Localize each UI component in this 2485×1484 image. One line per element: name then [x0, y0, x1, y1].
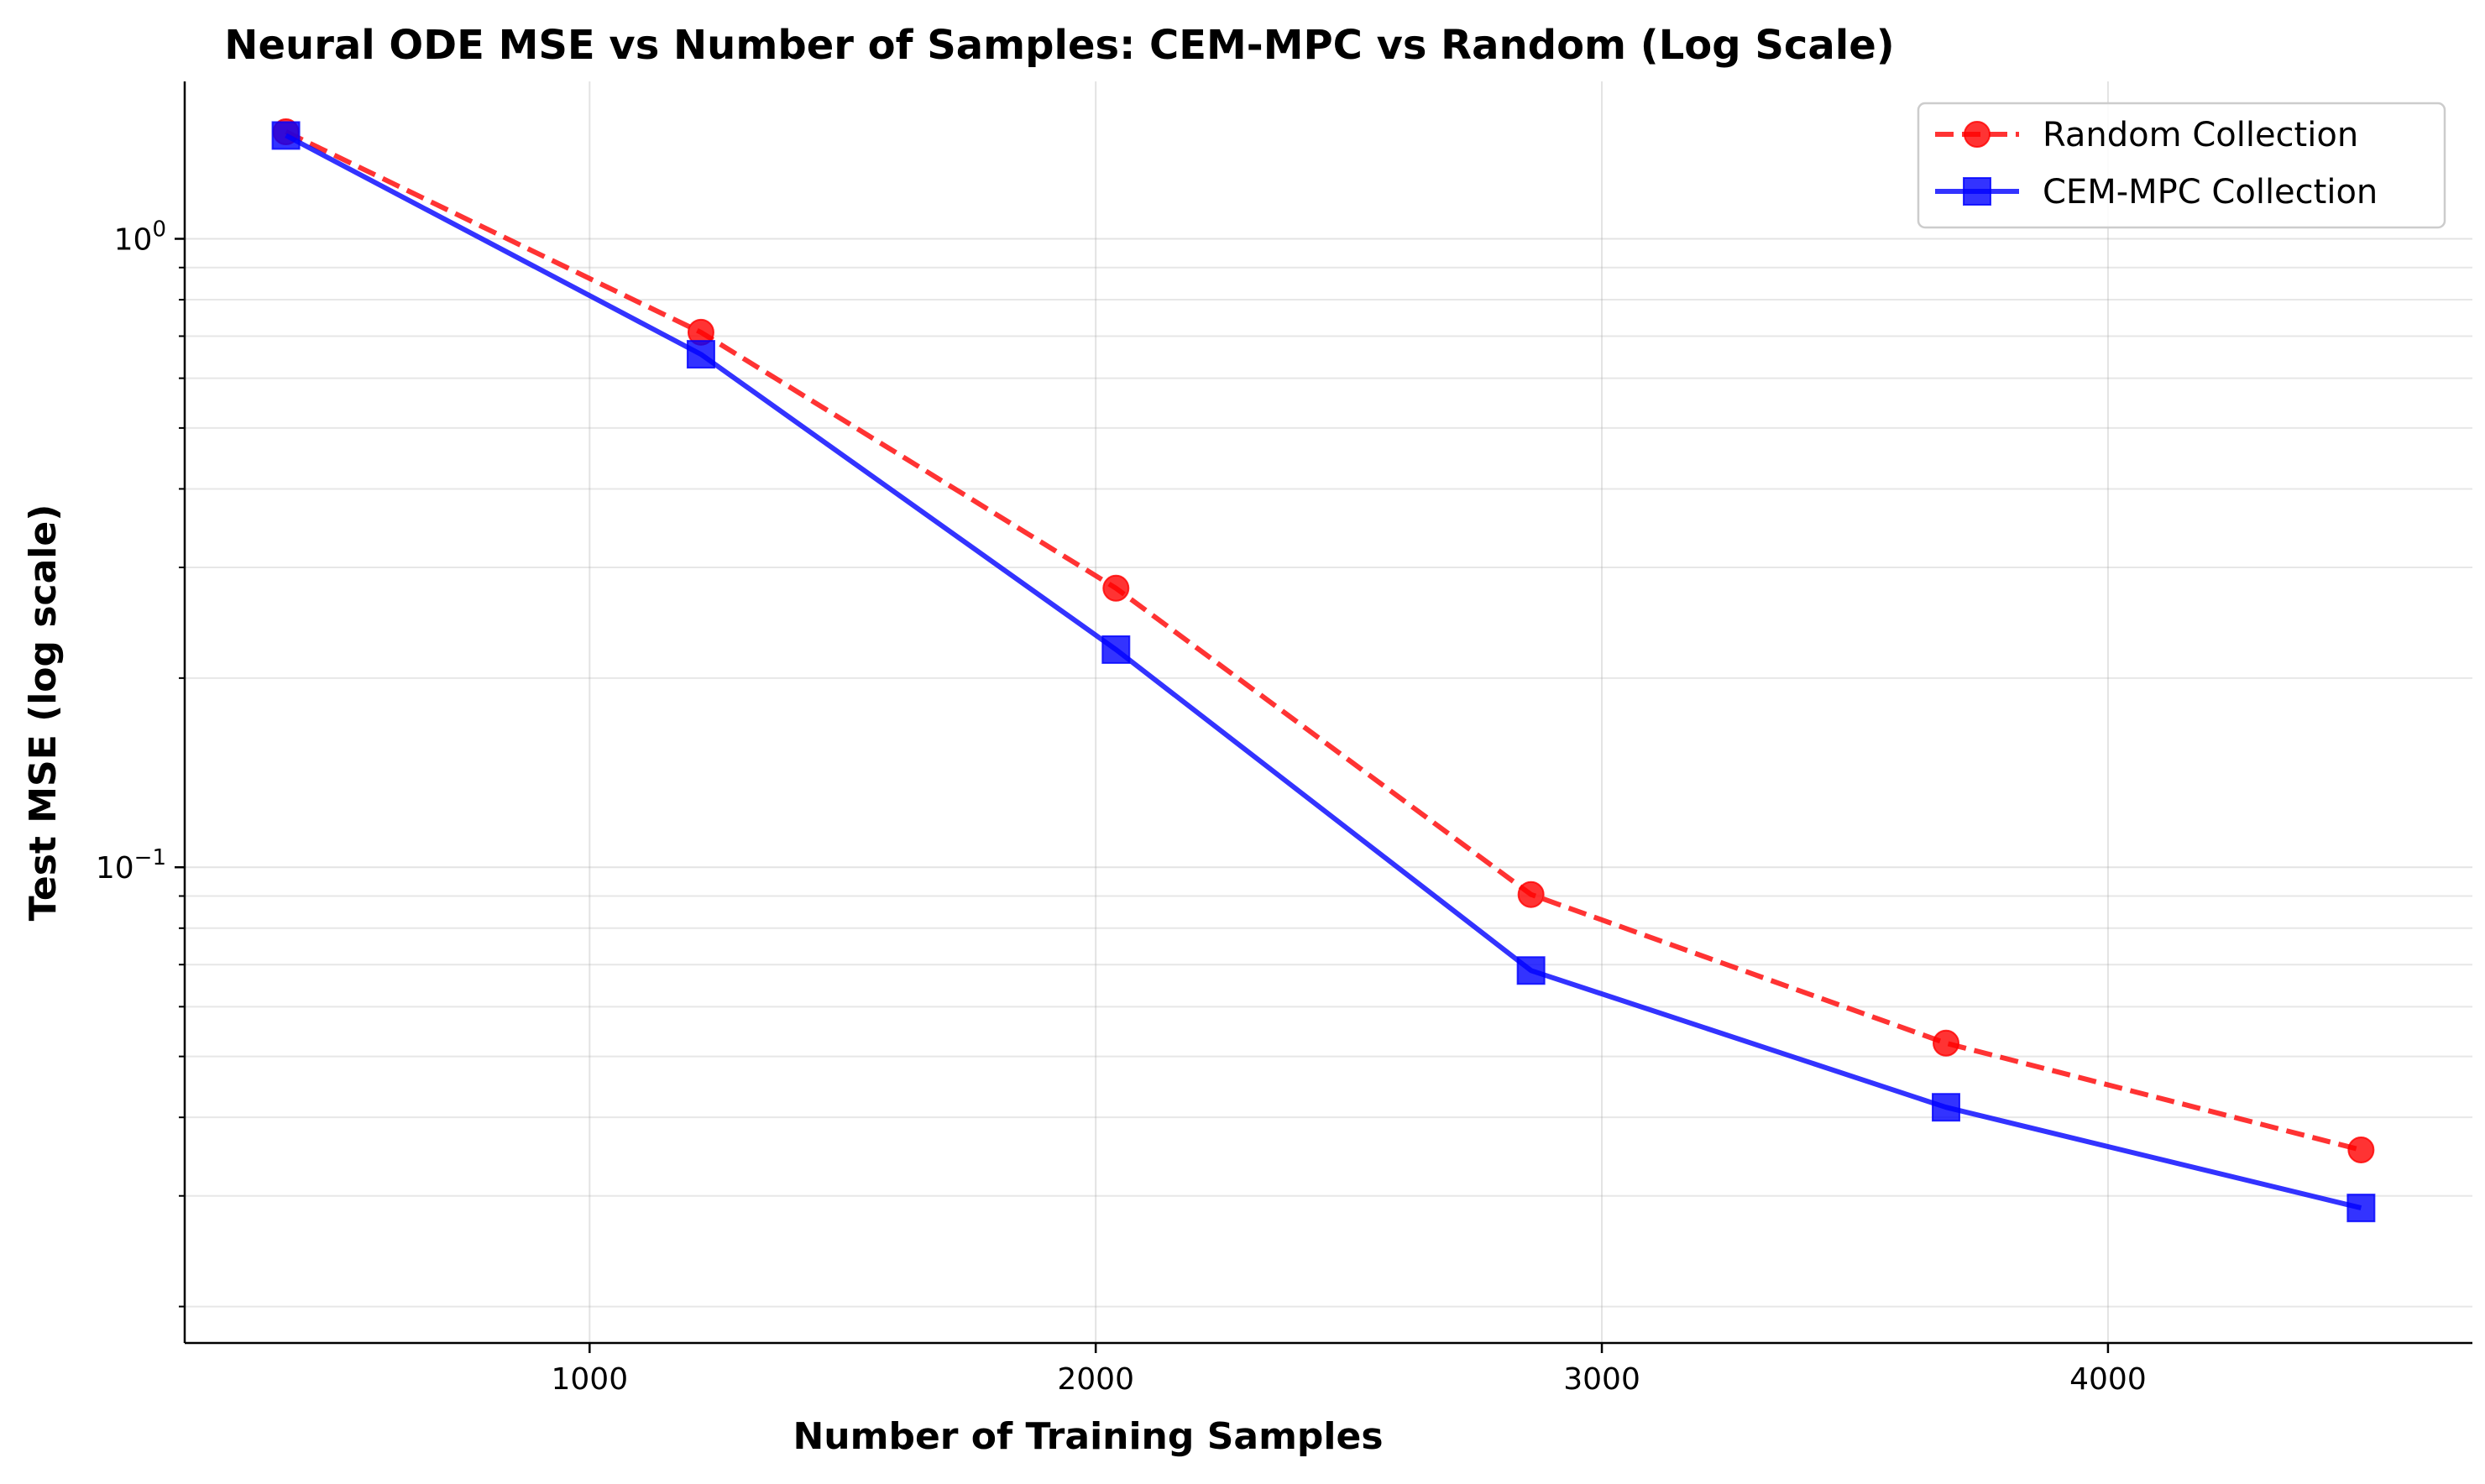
series-line-0 [285, 129, 2362, 1152]
legend-frame [1917, 102, 2446, 229]
chart-title: Neural ODE MSE vs Number of Samples: CEM… [224, 22, 1894, 69]
y-axis-label: Test MSE (log scale) [22, 504, 65, 922]
legend-entry-cem: CEM-MPC Collection [1935, 173, 2378, 212]
legend-random-label: Random Collection [2043, 116, 2358, 154]
x-axis-label: Number of Training Samples [793, 1415, 1383, 1458]
grid-layer [185, 81, 2472, 1343]
series-1-point-5 [2346, 1194, 2376, 1223]
legend-cem-marker [1963, 177, 1991, 206]
legend: Random Collection CEM-MPC Collection [1917, 102, 2446, 229]
legend-entry-random: Random Collection [1935, 116, 2358, 154]
x-tick-label-0: 1000 [551, 1362, 628, 1397]
series-1-point-3 [1516, 956, 1546, 985]
y-tick-label-1: 10−1 [96, 845, 166, 886]
series-0-point-3 [1517, 880, 1545, 908]
x-tick-label-3: 4000 [2069, 1362, 2147, 1397]
x-tick-label-2: 3000 [1563, 1362, 1640, 1397]
series-layer [271, 118, 2376, 1223]
series-1-point-4 [1932, 1093, 1961, 1122]
series-0-point-5 [2347, 1136, 2375, 1163]
series-0-point-2 [1102, 574, 1130, 602]
series-line-1 [285, 133, 2362, 1211]
y-tick-label-0: 100 [114, 217, 166, 257]
series-1-point-2 [1101, 635, 1131, 664]
series-0-point-4 [1933, 1029, 1960, 1057]
series-1-point-1 [686, 340, 715, 369]
legend-random-marker [1964, 121, 1991, 148]
series-1-point-0 [271, 121, 301, 150]
x-tick-label-1: 2000 [1057, 1362, 1134, 1397]
axes-layer: 1000 2000 3000 4000 100 10−1 [96, 81, 2472, 1397]
legend-cem-label: CEM-MPC Collection [2043, 173, 2378, 212]
